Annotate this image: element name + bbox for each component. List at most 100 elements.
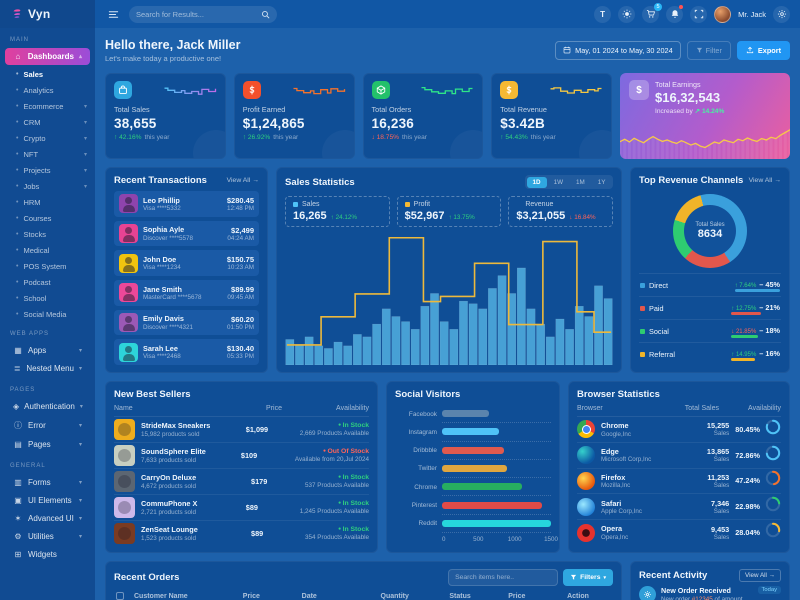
sidebar-subitem-hrm[interactable]: • HRM (16, 197, 41, 207)
transaction-row[interactable]: Sophia Ayle Discover ****5578 $2,499 04:… (114, 220, 259, 247)
best-seller-row[interactable]: ZenSeat Lounge 1,523 products sold $89 I… (114, 521, 369, 546)
sidebar-item-widgets[interactable]: ⊞ Widgets (14, 550, 57, 559)
browser-row[interactable]: Firefox Mozilla,Inc 11,253 Sales 47.24% (577, 469, 781, 495)
sidebar-subitem-ecommerce[interactable]: • Ecommerce ▾ (16, 101, 87, 111)
transactions-view-all[interactable]: View All → (226, 177, 259, 184)
sidebar-subitem-crypto[interactable]: • Crypto ▾ (16, 133, 87, 143)
cart-icon[interactable]: 5 (642, 2, 663, 23)
sidebar-subitem-sales[interactable]: • Sales (16, 69, 44, 79)
date-range-picker[interactable]: May, 01 2024 to May, 30 2024 (555, 40, 681, 60)
channel-row[interactable]: Direct 7.64%– 45% (639, 273, 781, 296)
settings-gear-icon[interactable] (773, 5, 790, 23)
transaction-row[interactable]: John Doe Visa ****1234 $150.75 10:23 AM (114, 250, 259, 277)
activity-item[interactable]: New Order Received New order #12345 of a… (639, 586, 781, 600)
sidebar-subitem-pos-system[interactable]: • POS System (16, 261, 67, 271)
social-bar[interactable] (442, 519, 551, 527)
global-search[interactable] (129, 5, 277, 23)
total-earnings-card[interactable]: $ Total Earnings $16,32,543 Increased by… (620, 73, 790, 159)
sidebar-item-error[interactable]: ⓘ Error ▾ (14, 421, 82, 430)
stat-card[interactable]: Total Revenue $3.42B 54.43% this year (491, 73, 612, 159)
export-button[interactable]: Export (736, 40, 790, 60)
browser-row[interactable]: Chrome Google,Inc 15,255 Sales 80.45% (577, 417, 781, 443)
sidebar-item-ui-elements[interactable]: ▣ UI Elements ▾ (14, 496, 82, 505)
transaction-row[interactable]: Emily Davis Discover ****4321 $60.20 01:… (114, 309, 259, 336)
browser-row[interactable]: Safari Apple Corp,Inc 7,346 Sales 22.98% (577, 494, 781, 521)
best-seller-row[interactable]: CarryOn Deluxe 4,672 products sold $179 … (114, 469, 369, 495)
sidebar-item-nested-menu[interactable]: ≣ Nested Menu ▾ (13, 364, 82, 373)
search-input[interactable] (136, 9, 256, 19)
stat-value: $1,24,865 (242, 116, 305, 131)
revenue-channels-view-all[interactable]: View All → (748, 177, 781, 184)
select-all-checkbox[interactable] (116, 592, 124, 600)
sidebar-subitem-medical[interactable]: • Medical (16, 245, 50, 255)
best-seller-row[interactable]: CommuPhone X 2,721 products sold $89 In … (114, 495, 369, 521)
recent-orders-title: Recent Orders (114, 572, 180, 583)
revenue-channels-panel: Top Revenue Channels View All → Total Sa… (630, 167, 790, 373)
sidebar-item-apps[interactable]: ▦ Apps ▾ (14, 346, 82, 355)
fullscreen-icon[interactable] (690, 5, 708, 23)
product-status: Out Of Stock (295, 448, 369, 455)
social-bar[interactable] (442, 410, 490, 418)
stat-card[interactable]: Total Orders 16,236 18.75% this year (362, 73, 484, 159)
channel-row[interactable]: Referral 14.95%– 16% (639, 342, 781, 365)
filters-button[interactable]: Filters ▾ (563, 569, 613, 586)
notifications-bell-icon[interactable] (666, 4, 684, 23)
range-tab[interactable]: 1W (553, 178, 564, 186)
social-bar[interactable] (442, 428, 499, 436)
transaction-row[interactable]: Jane Smith MasterCard ****5678 $89.99 09… (114, 280, 259, 306)
stat-card[interactable]: Total Sales 38,655 42.16% this year (105, 73, 226, 159)
theme-toggle-icon[interactable] (618, 5, 636, 23)
home-icon: ⌂ (15, 52, 21, 61)
range-tabs: 1D 1W 1M 1Y (525, 175, 613, 189)
orders-search-input[interactable] (455, 574, 552, 581)
transaction-row[interactable]: Leo Phillip Visa ****5332 $280.45 12:48 … (114, 191, 259, 217)
social-bar-track (442, 423, 551, 442)
sidebar-item-utilities[interactable]: ⚙ Utilities ▾ (14, 532, 82, 541)
sidebar-subitem-nft[interactable]: • NFT ▾ (16, 149, 87, 159)
sidebar-subitem-podcast[interactable]: • Podcast (16, 277, 51, 287)
sidebar-item-advanced-ui[interactable]: ✶ Advanced UI ▾ (14, 514, 82, 523)
channel-row[interactable]: Paid 12.75%– 21% (639, 296, 781, 319)
social-bar[interactable] (442, 446, 504, 454)
browser-row[interactable]: Edge Microsoft Corp,Inc 13,865 Sales 72.… (577, 443, 781, 469)
range-tab[interactable]: 1D (526, 176, 547, 188)
social-bar[interactable] (442, 464, 507, 472)
pages-icon: ▤ (14, 440, 22, 449)
sidebar-item-forms[interactable]: ▥ Forms ▾ (14, 478, 82, 487)
social-bar-row: Facebook (395, 405, 551, 424)
orders-search[interactable] (448, 569, 559, 586)
transaction-amount: $2,499 (231, 225, 254, 235)
browser-row[interactable]: Opera Opera,Inc 9,453 Sales 28.04% (577, 520, 781, 545)
filter-button[interactable]: Filter (686, 40, 731, 60)
user-avatar[interactable] (714, 5, 732, 23)
best-seller-row[interactable]: StrideMax Sneakers 15,982 products sold … (114, 417, 369, 443)
sidebar-subitem-projects[interactable]: • Projects ▾ (16, 165, 87, 175)
activity-view-all-button[interactable]: View All → (739, 569, 781, 582)
sidebar-subitem-jobs[interactable]: • Jobs ▾ (16, 181, 87, 191)
sidebar-subitem-crm[interactable]: • CRM ▾ (16, 117, 87, 127)
user-name: Mr. Jack (738, 9, 766, 19)
sidebar-subitem-school[interactable]: • School (16, 293, 47, 303)
menu-toggle-icon[interactable] (105, 6, 122, 23)
sidebar-item-authentication[interactable]: ◈ Authentication ▾ (13, 402, 83, 411)
recent-orders-panel: Recent Orders Filters ▾ Custo (105, 561, 622, 600)
sidebar-subitem-courses[interactable]: • Courses (16, 213, 52, 223)
best-seller-row[interactable]: SoundSphere Elite 7,633 products sold $1… (114, 443, 369, 469)
product-price: $89 (251, 529, 264, 538)
channel-row[interactable]: Social 21.85%– 18% (639, 319, 781, 342)
sidebar-subitem-stocks[interactable]: • Stocks (16, 229, 46, 239)
sidebar-item-pages[interactable]: ▤ Pages ▾ (14, 440, 82, 449)
range-tab[interactable]: 1Y (597, 178, 606, 186)
sidebar-subitem-social-media[interactable]: • Social Media (16, 309, 67, 319)
social-bar[interactable] (442, 501, 543, 509)
social-bar[interactable] (442, 483, 522, 491)
translate-icon[interactable]: T (594, 5, 612, 23)
sidebar-item-dashboards[interactable]: ⌂ Dashboards ▴ (5, 48, 90, 65)
range-tab[interactable]: 1M (576, 178, 585, 186)
stat-card[interactable]: Profit Earned $1,24,865 26.92% this year (233, 73, 355, 159)
sidebar-subitem-analytics[interactable]: • Analytics (16, 85, 54, 95)
logo[interactable]: Vyn (0, 0, 95, 28)
order-id-link[interactable]: #12345 (691, 596, 713, 600)
col-quantity: Quantity (380, 592, 409, 600)
transaction-row[interactable]: Sarah Lee Visa ****2468 $130.40 05:33 PM (114, 339, 259, 366)
